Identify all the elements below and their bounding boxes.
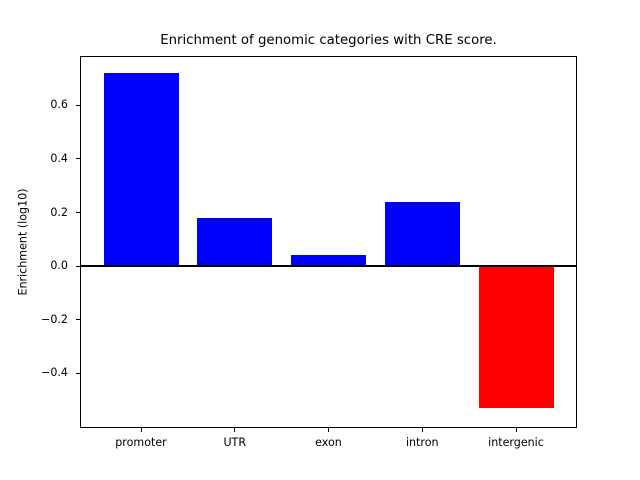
y-tick-mark-3 (76, 265, 80, 267)
chart-title: Enrichment of genomic categories with CR… (160, 33, 497, 48)
y-tick-label-3: 0.0 (50, 259, 68, 273)
bar-UTR (197, 217, 273, 267)
bar-promoter (103, 73, 179, 267)
x-tick-label-UTR: UTR (223, 436, 247, 449)
x-tick-label-intron: intron (405, 436, 439, 449)
y-axis-label: Enrichment (log10) (16, 188, 30, 296)
y-tick-mark-0 (76, 104, 80, 106)
x-tick-mark-2 (328, 428, 329, 432)
x-tick-mark-1 (234, 428, 236, 432)
y-tick-label-4: −0.2 (41, 312, 68, 326)
bar-intron (384, 201, 460, 267)
y-tick-mark-5 (76, 372, 80, 374)
x-tick-label-exon: exon (315, 436, 342, 449)
y-tick-label-1: 0.4 (50, 151, 68, 165)
y-tick-mark-4 (76, 319, 80, 321)
y-tick-label-0: 0.6 (50, 98, 68, 112)
x-tick-mark-0 (140, 428, 142, 432)
plot-area (80, 56, 577, 428)
y-tick-label-5: −0.4 (41, 366, 68, 380)
bar-exon (291, 255, 366, 267)
zero-line (81, 265, 576, 268)
x-tick-label-promoter: promoter (115, 436, 167, 449)
x-tick-mark-3 (421, 428, 423, 432)
y-tick-mark-1 (76, 158, 80, 160)
y-tick-mark-2 (76, 212, 80, 213)
x-tick-label-intergenic: intergenic (488, 436, 544, 449)
x-tick-mark-4 (515, 428, 517, 432)
y-tick-label-2: 0.2 (50, 205, 68, 219)
bar-intergenic (478, 266, 554, 409)
